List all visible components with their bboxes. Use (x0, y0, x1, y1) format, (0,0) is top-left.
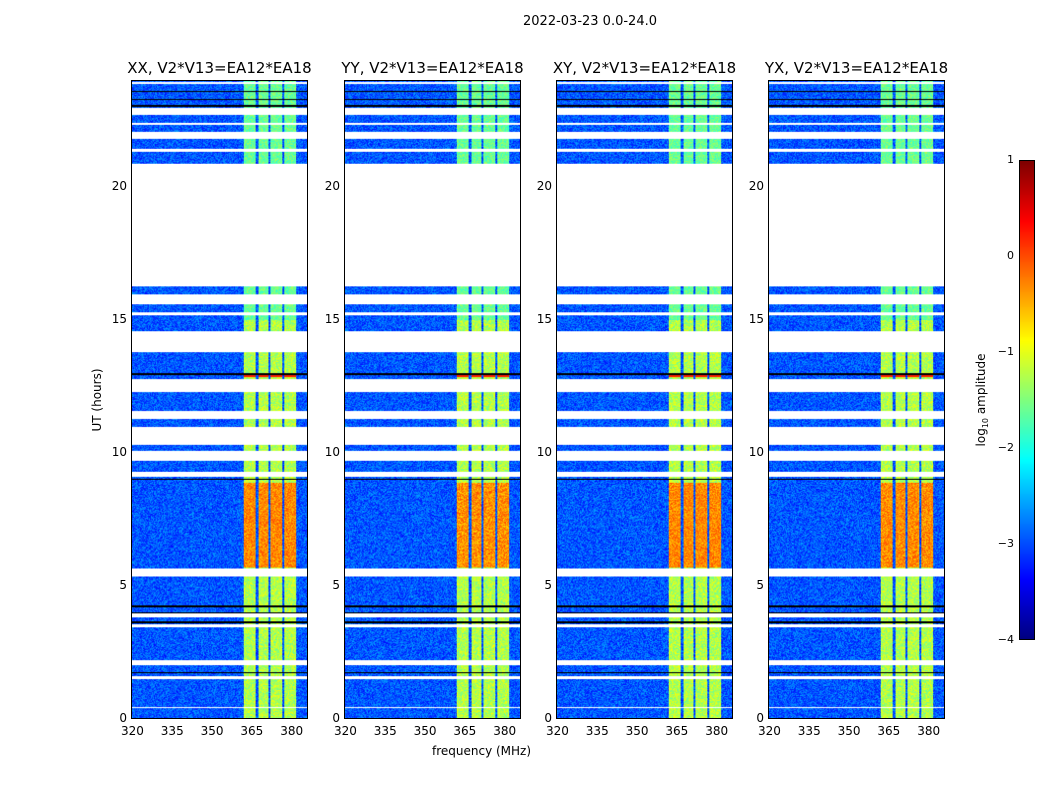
y-tick-label: 0 (756, 711, 764, 725)
x-tick-label: 365 (240, 724, 264, 738)
y-tick-label: 0 (332, 711, 340, 725)
x-tick-label: 380 (493, 724, 517, 738)
colorbar-tick-label: −1 (997, 345, 1014, 358)
x-tick-label: 335 (373, 724, 397, 738)
panel-title: XY, V2*V13=EA12*EA18 (552, 59, 737, 77)
x-tick-label: 335 (585, 724, 609, 738)
x-tick-label: 365 (877, 724, 901, 738)
y-tick-label: 15 (324, 311, 340, 326)
colorbar-tick-label: 1 (1007, 153, 1014, 166)
colorbar-label-rest: amplitude (973, 353, 988, 418)
y-tick-label: 10 (324, 444, 340, 459)
x-tick-label: 380 (705, 724, 729, 738)
x-axis-label: frequency (MHz) (432, 744, 532, 758)
colorbar-tick-label: −3 (997, 537, 1014, 550)
colorbar-label: log10 amplitude (974, 354, 990, 447)
colorbar-label-main: log (973, 428, 988, 447)
x-tick-label: 320 (546, 724, 569, 738)
colorbar-tick-label: 0 (1007, 249, 1014, 262)
y-tick-label: 20 (324, 178, 340, 193)
y-tick-label: 5 (332, 577, 340, 592)
figure-title: 2022-03-23 0.0-24.0 (523, 14, 657, 29)
y-tick-label: 15 (111, 311, 127, 326)
y-tick-label: 0 (544, 711, 552, 725)
x-tick-label: 380 (280, 724, 304, 738)
y-tick-label: 5 (119, 577, 127, 592)
panel-title: YY, V2*V13=EA12*EA18 (341, 59, 524, 77)
waterfall-heatmap (345, 81, 520, 718)
y-tick-label: 15 (748, 311, 764, 326)
y-tick-label: 5 (756, 577, 764, 592)
colorbar-label-sub: 10 (981, 417, 991, 429)
waterfall-panel (344, 80, 521, 719)
x-tick-label: 350 (625, 724, 649, 738)
y-tick-label: 20 (748, 178, 764, 193)
waterfall-heatmap (557, 81, 732, 718)
y-tick-label: 20 (536, 178, 552, 193)
y-tick-label: 10 (536, 444, 552, 459)
x-tick-label: 320 (758, 724, 781, 738)
y-tick-label: 10 (111, 444, 127, 459)
waterfall-panel (556, 80, 733, 719)
x-tick-label: 365 (453, 724, 477, 738)
x-tick-label: 350 (200, 724, 224, 738)
waterfall-heatmap (132, 81, 307, 718)
panel-title: XX, V2*V13=EA12*EA18 (127, 59, 312, 77)
x-tick-label: 365 (665, 724, 689, 738)
x-tick-label: 320 (121, 724, 144, 738)
waterfall-panel (768, 80, 945, 719)
x-tick-label: 320 (334, 724, 357, 738)
colorbar-tick-label: −4 (997, 633, 1014, 646)
colorbar-tick-label: −2 (997, 441, 1014, 454)
y-tick-label: 20 (111, 178, 127, 193)
x-tick-label: 350 (837, 724, 861, 738)
colorbar (1019, 160, 1035, 640)
y-tick-label: 0 (119, 711, 127, 725)
y-axis-label: UT (hours) (90, 368, 104, 432)
waterfall-heatmap (769, 81, 944, 718)
x-tick-label: 350 (413, 724, 437, 738)
y-tick-label: 5 (544, 577, 552, 592)
waterfall-panel (131, 80, 308, 719)
x-tick-label: 380 (917, 724, 941, 738)
panel-title: YX, V2*V13=EA12*EA18 (764, 59, 949, 77)
x-tick-label: 335 (160, 724, 184, 738)
x-tick-label: 335 (797, 724, 821, 738)
y-tick-label: 10 (748, 444, 764, 459)
y-tick-label: 15 (536, 311, 552, 326)
